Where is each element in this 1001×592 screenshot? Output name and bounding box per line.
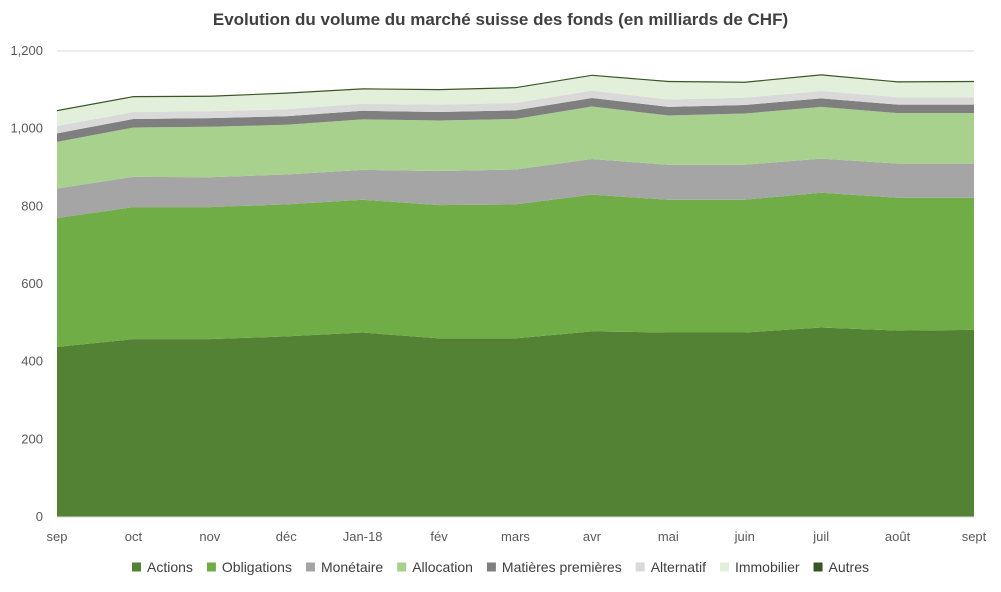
legend-label-allocation: Allocation	[412, 559, 473, 575]
y-tick-label: 0	[36, 509, 43, 524]
legend-label-autres: Autres	[829, 559, 869, 575]
series-area-allocation	[57, 106, 974, 189]
legend-label-alternatif: Alternatif	[651, 559, 706, 575]
y-tick-label: 1,000	[10, 121, 43, 136]
legend-swatch-autres	[813, 562, 823, 572]
series-area-matieres-premieres	[57, 97, 974, 142]
legend-label-obligations: Obligations	[222, 559, 292, 575]
x-tick-label: sep	[47, 529, 68, 544]
legend-swatch-immobilier	[719, 562, 729, 572]
y-tick-label: 1,200	[10, 43, 43, 58]
x-tick-label: avr	[583, 529, 602, 544]
series-area-obligations	[57, 192, 974, 347]
legend-swatch-allocation	[397, 562, 407, 572]
y-tick-label: 400	[21, 354, 43, 369]
x-tick-label: mai	[658, 529, 679, 544]
stacked-areas	[57, 74, 974, 517]
x-tick-label: juil	[812, 529, 829, 544]
axes: 0 200 400 600 800 1,000 1,200 sep oct nov déc Jan-1…	[10, 43, 986, 544]
series-area-actions	[57, 327, 974, 517]
legend-label-matieres-premieres: Matières premières	[502, 559, 622, 575]
x-tick-label: mars	[501, 529, 530, 544]
chart-title: Evolution du volume du marché suisse des…	[212, 10, 789, 29]
series-area-alternatif	[57, 90, 974, 134]
legend-label-immobilier: Immobilier	[735, 559, 800, 575]
legend-swatch-actions	[132, 562, 142, 572]
legend-swatch-monetaire	[305, 562, 315, 572]
legend: Actions Obligations Monétaire Allocation Mat…	[132, 559, 869, 575]
series-area-monetaire	[57, 158, 974, 218]
x-tick-label: déc	[276, 529, 297, 544]
legend-label-monetaire: Monétaire	[321, 559, 383, 575]
series-area-immobilier	[57, 75, 974, 126]
x-tick-label: nov	[199, 529, 220, 544]
legend-swatch-alternatif	[635, 562, 645, 572]
legend-label-actions: Actions	[147, 559, 193, 575]
y-tick-label: 200	[21, 431, 43, 446]
legend-swatch-matieres-premieres	[486, 562, 496, 572]
y-tick-label: 600	[21, 276, 43, 291]
x-tick-label: fév	[430, 529, 448, 544]
legend-swatch-obligations	[206, 562, 216, 572]
x-tick-label: Jan-18	[343, 529, 383, 544]
x-tick-label: août	[885, 529, 911, 544]
y-tick-label: 800	[21, 198, 43, 213]
x-tick-label: sept	[962, 529, 987, 544]
x-tick-label: oct	[125, 529, 143, 544]
x-tick-label: juin	[734, 529, 755, 544]
